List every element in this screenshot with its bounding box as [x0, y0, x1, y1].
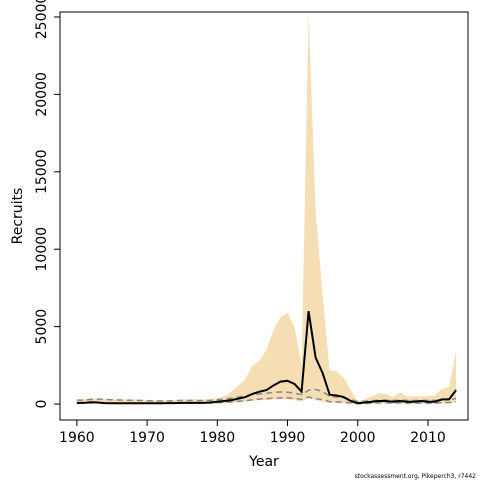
series-line — [76, 388, 457, 403]
y-tick-label: 20000 — [34, 72, 50, 117]
y-tick-label: 25000 — [34, 0, 50, 39]
x-tick-label: 1970 — [129, 430, 165, 446]
y-tick-label: 0 — [34, 400, 50, 409]
y-axis-label: Recruits — [10, 188, 26, 245]
x-tick-label: 1990 — [270, 430, 306, 446]
series-line — [76, 310, 457, 405]
confidence-band — [76, 13, 457, 404]
plot-frame — [59, 11, 469, 421]
x-tick-label: 2000 — [340, 430, 376, 446]
y-tick-label: 15000 — [34, 150, 50, 195]
x-tick-label: 1980 — [199, 430, 235, 446]
x-tick-label: 1960 — [59, 430, 95, 446]
x-tick-label: 2010 — [410, 430, 446, 446]
y-tick-label: 5000 — [34, 309, 50, 345]
y-tick-label: 10000 — [34, 227, 50, 272]
x-axis-label: Year — [248, 454, 279, 470]
footnote: stockassessment.org, Pikeperch3, r7442 — [355, 473, 477, 480]
